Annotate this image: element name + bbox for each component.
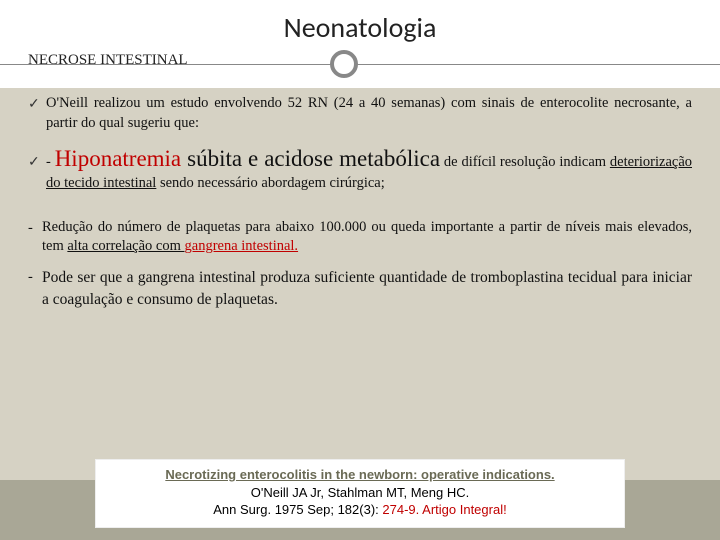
bullet-2-tail2: sendo necessário abordagem cirúrgica; (156, 175, 384, 191)
divider (0, 50, 720, 80)
divider-line (0, 64, 720, 65)
bullet-2-hiponatremia: Hiponatremia (55, 146, 181, 171)
reference-journal-a: Ann Surg. 1975 Sep; 182(3): (213, 502, 379, 517)
reference-authors: O'Neill JA Jr, Stahlman MT, Meng HC. (106, 484, 614, 502)
bullet-3-red: gangrena intestinal. (185, 238, 299, 254)
bullet-3-text: Redução do número de plaquetas para abai… (42, 218, 692, 257)
bullet-icon: ✓ (28, 94, 46, 115)
bullet-3-u: alta correlação com (67, 238, 184, 254)
reference-box: Necrotizing enterocolitis in the newborn… (95, 459, 625, 528)
dash-icon: - (28, 218, 42, 238)
title-area: Neonatologia (0, 0, 720, 51)
bullet-2-tail1: de difícil resolução indicam (440, 154, 610, 170)
bullet-2-dash: - (46, 154, 55, 170)
content-area: ✓ O'Neill realizou um estudo envolvendo … (28, 94, 692, 320)
bullet-4-text: Pode ser que a gangrena intestinal produ… (42, 267, 692, 310)
reference-title-text: Necrotizing enterocolitis in the newborn… (165, 467, 554, 482)
bullet-2-mid: súbita e acidose metabólica (181, 146, 440, 171)
bullet-2: ✓ - Hiponatremia súbita e acidose metabó… (28, 143, 692, 194)
bullet-4: - Pode ser que a gangrena intestinal pro… (28, 267, 692, 310)
reference-journal-link: 274-9. Artigo Integral! (382, 502, 506, 517)
bullet-3: - Redução do número de plaquetas para ab… (28, 218, 692, 257)
dash-icon: - (28, 267, 42, 287)
reference-journal: Ann Surg. 1975 Sep; 182(3): 274-9. Artig… (106, 501, 614, 519)
reference-title: Necrotizing enterocolitis in the newborn… (106, 466, 614, 484)
bullet-1-text: O'Neill realizou um estudo envolvendo 52… (46, 94, 692, 133)
bullet-1: ✓ O'Neill realizou um estudo envolvendo … (28, 94, 692, 133)
slide-title: Neonatologia (0, 10, 720, 45)
divider-ring-icon (330, 50, 358, 78)
slide: Neonatologia NECROSE INTESTINAL ✓ O'Neil… (0, 0, 720, 540)
bullet-2-text: - Hiponatremia súbita e acidose metabóli… (46, 143, 692, 194)
bullet-icon: ✓ (28, 145, 46, 173)
